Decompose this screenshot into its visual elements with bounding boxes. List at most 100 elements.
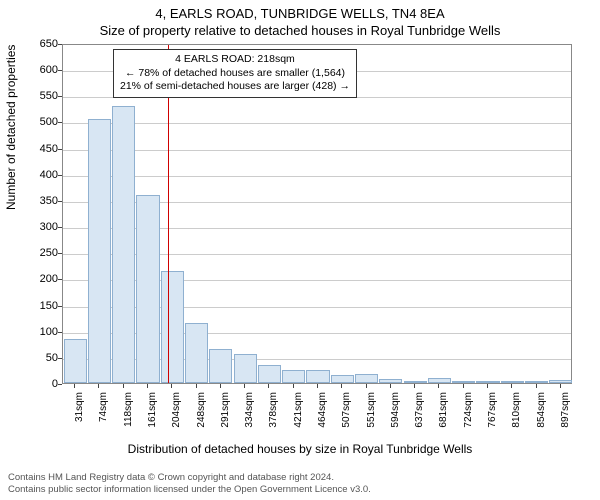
y-tick-label: 550 bbox=[18, 90, 58, 102]
y-tick-mark bbox=[58, 306, 62, 307]
x-tick-mark bbox=[414, 384, 415, 388]
y-tick-label: 0 bbox=[18, 378, 58, 390]
x-tick-mark bbox=[511, 384, 512, 388]
histogram-bar bbox=[306, 370, 329, 383]
y-axis-label: Number of detached properties bbox=[4, 45, 18, 210]
histogram-bar bbox=[355, 374, 378, 383]
x-tick-mark bbox=[244, 384, 245, 388]
x-tick-label: 464sqm bbox=[317, 392, 328, 442]
y-tick-mark bbox=[58, 149, 62, 150]
x-tick-label: 118sqm bbox=[123, 392, 134, 442]
x-tick-mark bbox=[171, 384, 172, 388]
annotation-box: 4 EARLS ROAD: 218sqm ← 78% of detached h… bbox=[113, 49, 357, 98]
histogram-bar bbox=[282, 370, 305, 383]
x-tick-label: 854sqm bbox=[536, 392, 547, 442]
y-tick-mark bbox=[58, 201, 62, 202]
histogram-bar bbox=[404, 381, 427, 383]
x-tick-mark bbox=[317, 384, 318, 388]
histogram-bar bbox=[476, 381, 499, 383]
histogram-bar bbox=[501, 381, 524, 383]
y-tick-mark bbox=[58, 96, 62, 97]
x-tick-label: 507sqm bbox=[341, 392, 352, 442]
footer-attribution: Contains HM Land Registry data © Crown c… bbox=[8, 472, 371, 496]
x-tick-mark bbox=[390, 384, 391, 388]
histogram-bar bbox=[428, 378, 451, 383]
x-tick-label: 334sqm bbox=[244, 392, 255, 442]
annotation-line: ← 78% of detached houses are smaller (1,… bbox=[120, 67, 350, 81]
y-tick-label: 200 bbox=[18, 273, 58, 285]
histogram-bar bbox=[112, 106, 135, 383]
y-tick-label: 400 bbox=[18, 169, 58, 181]
x-tick-mark bbox=[341, 384, 342, 388]
x-tick-label: 31sqm bbox=[74, 392, 85, 442]
y-tick-mark bbox=[58, 253, 62, 254]
y-tick-label: 650 bbox=[18, 38, 58, 50]
histogram-bar bbox=[161, 271, 184, 383]
histogram-bar bbox=[136, 195, 159, 383]
y-tick-label: 100 bbox=[18, 326, 58, 338]
x-tick-label: 897sqm bbox=[560, 392, 571, 442]
x-tick-mark bbox=[463, 384, 464, 388]
y-tick-mark bbox=[58, 70, 62, 71]
histogram-bar bbox=[549, 380, 572, 383]
x-tick-mark bbox=[98, 384, 99, 388]
page-title: 4, EARLS ROAD, TUNBRIDGE WELLS, TN4 8EA bbox=[0, 0, 600, 21]
histogram-bar bbox=[525, 381, 548, 383]
x-tick-label: 421sqm bbox=[293, 392, 304, 442]
x-tick-label: 204sqm bbox=[171, 392, 182, 442]
y-tick-label: 150 bbox=[18, 300, 58, 312]
histogram-bar bbox=[185, 323, 208, 383]
y-tick-label: 450 bbox=[18, 143, 58, 155]
histogram-bar bbox=[209, 349, 232, 383]
y-tick-mark bbox=[58, 358, 62, 359]
footer-line: Contains HM Land Registry data © Crown c… bbox=[8, 472, 371, 484]
grid-line bbox=[63, 150, 571, 151]
x-tick-mark bbox=[147, 384, 148, 388]
x-tick-mark bbox=[268, 384, 269, 388]
y-tick-mark bbox=[58, 175, 62, 176]
y-tick-label: 350 bbox=[18, 195, 58, 207]
x-tick-label: 161sqm bbox=[147, 392, 158, 442]
x-tick-label: 594sqm bbox=[390, 392, 401, 442]
y-tick-mark bbox=[58, 384, 62, 385]
x-tick-label: 551sqm bbox=[366, 392, 377, 442]
y-tick-label: 50 bbox=[18, 352, 58, 364]
histogram-bar bbox=[331, 375, 354, 383]
annotation-line: 21% of semi-detached houses are larger (… bbox=[120, 80, 350, 94]
y-tick-mark bbox=[58, 332, 62, 333]
x-tick-mark bbox=[366, 384, 367, 388]
x-axis-label: Distribution of detached houses by size … bbox=[0, 442, 600, 456]
histogram-bar bbox=[379, 379, 402, 383]
grid-line bbox=[63, 176, 571, 177]
histogram-bar bbox=[452, 381, 475, 383]
y-tick-mark bbox=[58, 44, 62, 45]
x-tick-mark bbox=[196, 384, 197, 388]
x-tick-label: 74sqm bbox=[98, 392, 109, 442]
x-tick-label: 378sqm bbox=[268, 392, 279, 442]
page-subtitle: Size of property relative to detached ho… bbox=[0, 21, 600, 38]
x-tick-label: 248sqm bbox=[196, 392, 207, 442]
histogram-bar bbox=[258, 365, 281, 383]
x-tick-mark bbox=[487, 384, 488, 388]
x-tick-label: 681sqm bbox=[438, 392, 449, 442]
y-tick-label: 300 bbox=[18, 221, 58, 233]
y-tick-label: 600 bbox=[18, 64, 58, 76]
y-tick-mark bbox=[58, 122, 62, 123]
x-tick-label: 637sqm bbox=[414, 392, 425, 442]
y-tick-label: 250 bbox=[18, 247, 58, 259]
x-tick-label: 810sqm bbox=[511, 392, 522, 442]
histogram-bar bbox=[234, 354, 257, 383]
x-tick-mark bbox=[220, 384, 221, 388]
annotation-line: 4 EARLS ROAD: 218sqm bbox=[120, 53, 350, 67]
x-tick-mark bbox=[536, 384, 537, 388]
histogram-plot: 4 EARLS ROAD: 218sqm ← 78% of detached h… bbox=[62, 44, 572, 384]
x-tick-label: 767sqm bbox=[487, 392, 498, 442]
y-tick-label: 500 bbox=[18, 116, 58, 128]
x-tick-mark bbox=[123, 384, 124, 388]
y-tick-mark bbox=[58, 227, 62, 228]
x-tick-mark bbox=[560, 384, 561, 388]
y-tick-mark bbox=[58, 279, 62, 280]
grid-line bbox=[63, 123, 571, 124]
footer-line: Contains public sector information licen… bbox=[8, 484, 371, 496]
x-tick-label: 291sqm bbox=[220, 392, 231, 442]
